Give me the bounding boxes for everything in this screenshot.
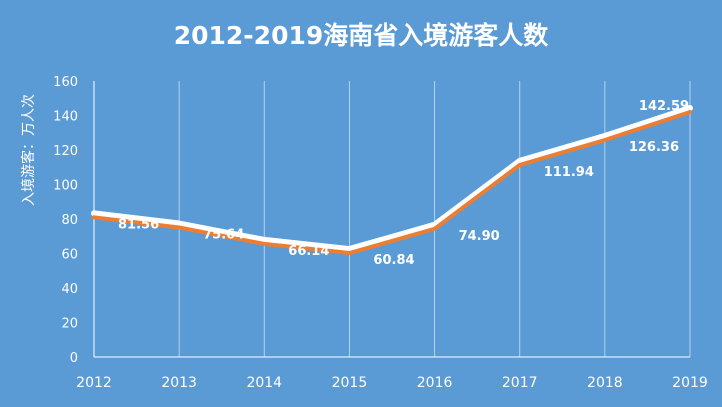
data-label-2015: 60.84	[373, 253, 414, 268]
x-axis-ticks: 2012 2013 2014 2015 2016 2017 2018 2019	[76, 375, 708, 391]
y-tick-label: 160	[53, 75, 78, 90]
data-point-2016	[433, 226, 436, 229]
series-line	[92, 110, 692, 256]
data-label-2016: 74.90	[459, 229, 500, 244]
x-tick-label-2019: 2019	[672, 375, 708, 391]
y-tick-label: 20	[61, 317, 78, 332]
grid-lines	[93, 81, 691, 358]
data-label-2014: 66.14	[288, 244, 329, 259]
x-tick-label-2012: 2012	[76, 375, 112, 391]
x-tick-label-2016: 2016	[417, 375, 453, 391]
x-tick-label-2014: 2014	[246, 375, 282, 391]
y-tick-label: 80	[61, 213, 78, 228]
x-tick-label-2013: 2013	[161, 375, 197, 391]
x-tick-label-2017: 2017	[502, 375, 538, 391]
data-point-2018	[603, 138, 606, 141]
data-label-2013: 75.64	[203, 228, 244, 243]
y-tick-label: 100	[53, 179, 78, 194]
y-tick-label: 120	[53, 144, 78, 159]
x-tick-label-2018: 2018	[587, 375, 623, 391]
data-point-2012	[93, 215, 96, 218]
data-point-2013	[178, 225, 181, 228]
data-point-2017	[518, 162, 521, 165]
chart-title: 2012-2019海南省入境游客人数	[174, 21, 550, 50]
data-point-2015	[348, 251, 351, 254]
data-label-2017: 111.94	[544, 165, 594, 180]
y-tick-label: 60	[61, 248, 78, 263]
y-axis-ticks: 0 20 40 60 80 100 120 140 160	[53, 75, 78, 366]
data-labels: 81.56 75.64 66.14 60.84 74.90 111.94 126.36 142…	[118, 99, 689, 268]
y-tick-label: 0	[70, 351, 78, 366]
data-label-2018: 126.36	[629, 140, 679, 155]
y-tick-label: 40	[61, 282, 78, 297]
series-lines	[91, 105, 693, 256]
data-point-2014	[263, 241, 266, 244]
data-label-2012: 81.56	[118, 217, 159, 232]
series-line-highlight	[91, 105, 693, 253]
y-tick-label: 140	[53, 110, 78, 125]
x-tick-label-2015: 2015	[332, 375, 368, 391]
data-label-2019: 142.59	[639, 99, 689, 114]
y-axis-label: 入境游客：万人次	[20, 94, 37, 206]
